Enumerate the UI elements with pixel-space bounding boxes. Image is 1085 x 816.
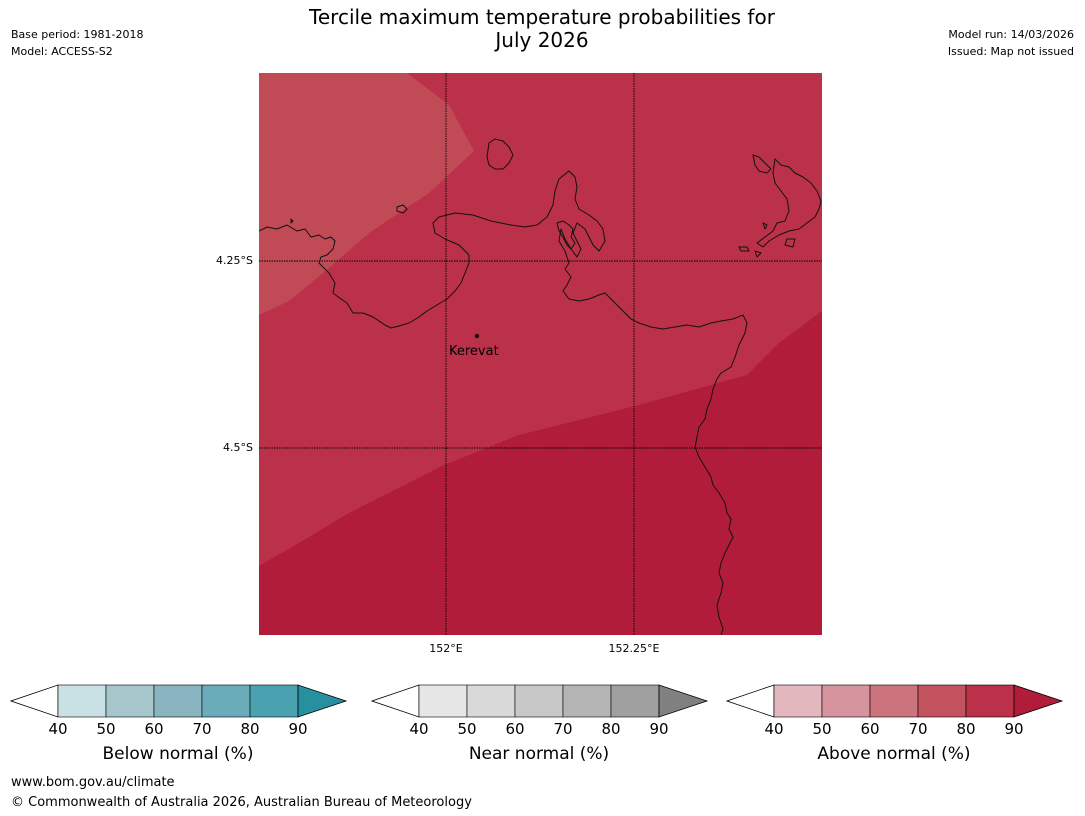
colorbar-tick-80: 80 xyxy=(240,720,260,738)
colorbar-segment-70 xyxy=(917,684,967,718)
colorbar-tick-50: 50 xyxy=(812,720,832,738)
colorbar-tick-40: 40 xyxy=(409,720,429,738)
legend-title-below-normal: Below normal (%) xyxy=(102,744,254,764)
colorbar-above-normal xyxy=(726,684,1064,718)
colorbar-tick-80: 80 xyxy=(956,720,976,738)
islet-small xyxy=(290,218,294,224)
legend-title-near-normal: Near normal (%) xyxy=(468,744,610,764)
kerevat-marker[interactable] xyxy=(475,334,479,338)
legend-below-normal: Below normal (%) 40 50 60 70 80 90 xyxy=(10,680,350,770)
colorbar-segment-40 xyxy=(57,684,107,718)
colorbar-high-extension xyxy=(658,684,709,718)
lat-label-4-25S: 4.25°S xyxy=(216,254,253,267)
colorbar-segment-60 xyxy=(153,684,203,718)
colorbar-near-normal xyxy=(371,684,709,718)
model-run-text: Model run: 14/03/2026 xyxy=(948,28,1074,41)
colorbar-tick-70: 70 xyxy=(908,720,928,738)
zone-above-90-plus xyxy=(259,311,822,635)
lat-label-4-5S: 4.5°S xyxy=(223,441,253,454)
issued-text: Issued: Map not issued xyxy=(947,45,1074,58)
islets-east xyxy=(738,222,796,258)
colorbar-tick-70: 70 xyxy=(192,720,212,738)
colorbar-tick-40: 40 xyxy=(48,720,68,738)
colorbar-segment-40 xyxy=(773,684,823,718)
coastline-main xyxy=(259,170,748,635)
colorbar-low-extension xyxy=(10,684,59,718)
colorbar-tick-50: 50 xyxy=(96,720,116,738)
colorbar-segment-60 xyxy=(869,684,919,718)
footer-copyright: © Commonwealth of Australia 2026, Austra… xyxy=(11,795,472,810)
colorbar-high-extension xyxy=(297,684,348,718)
footer-url: www.bom.gov.au/climate xyxy=(11,775,175,790)
colorbar-low-extension xyxy=(726,684,775,718)
kerevat-label: Kerevat xyxy=(449,344,499,359)
colorbar-segment-80 xyxy=(249,684,299,718)
colorbar-tick-60: 60 xyxy=(505,720,525,738)
colorbar-tick-90: 90 xyxy=(649,720,669,738)
model-text: Model: ACCESS-S2 xyxy=(11,45,113,58)
legend-near-normal: Near normal (%) 40 50 60 70 80 90 xyxy=(371,680,711,770)
colorbar-high-extension xyxy=(1013,684,1064,718)
colorbar-tick-60: 60 xyxy=(144,720,164,738)
colorbar-segment-70 xyxy=(562,684,612,718)
title-line-1: Tercile maximum temperature probabilitie… xyxy=(309,5,775,29)
legend-title-above-normal: Above normal (%) xyxy=(817,744,971,764)
lon-label-152-25E: 152.25°E xyxy=(608,642,660,655)
colorbar-segment-60 xyxy=(514,684,564,718)
colorbar-tick-80: 80 xyxy=(601,720,621,738)
colorbar-segment-80 xyxy=(965,684,1015,718)
colorbar-below-normal xyxy=(10,684,348,718)
colorbar-tick-50: 50 xyxy=(457,720,477,738)
metadata-right: Model run: 14/03/2026 Issued: Map not is… xyxy=(948,26,1074,60)
title-line-2: July 2026 xyxy=(495,28,589,52)
colorbar-tick-40: 40 xyxy=(764,720,784,738)
base-period-text: Base period: 1981-2018 xyxy=(11,28,144,41)
colorbar-segment-80 xyxy=(610,684,660,718)
colorbar-segment-50 xyxy=(105,684,155,718)
colorbar-segment-50 xyxy=(466,684,516,718)
metadata-left: Base period: 1981-2018 Model: ACCESS-S2 xyxy=(11,26,143,60)
zone-above-70-80 xyxy=(259,73,474,315)
island-north xyxy=(486,138,514,170)
probability-map: Kerevat xyxy=(259,73,822,635)
legend-above-normal: Above normal (%) 40 50 60 70 80 90 xyxy=(726,680,1066,770)
colorbar-low-extension xyxy=(371,684,420,718)
lon-label-152E: 152°E xyxy=(429,642,463,655)
colorbar-segment-40 xyxy=(418,684,468,718)
colorbar-tick-70: 70 xyxy=(553,720,573,738)
islands-east xyxy=(752,154,822,248)
colorbar-tick-90: 90 xyxy=(1004,720,1024,738)
coastline-tip xyxy=(556,220,576,250)
colorbar-segment-70 xyxy=(201,684,251,718)
map-title: Tercile maximum temperature probabilitie… xyxy=(242,6,842,52)
islet-west xyxy=(396,204,408,214)
colorbar-tick-60: 60 xyxy=(860,720,880,738)
colorbar-tick-90: 90 xyxy=(288,720,308,738)
colorbar-segment-50 xyxy=(821,684,871,718)
